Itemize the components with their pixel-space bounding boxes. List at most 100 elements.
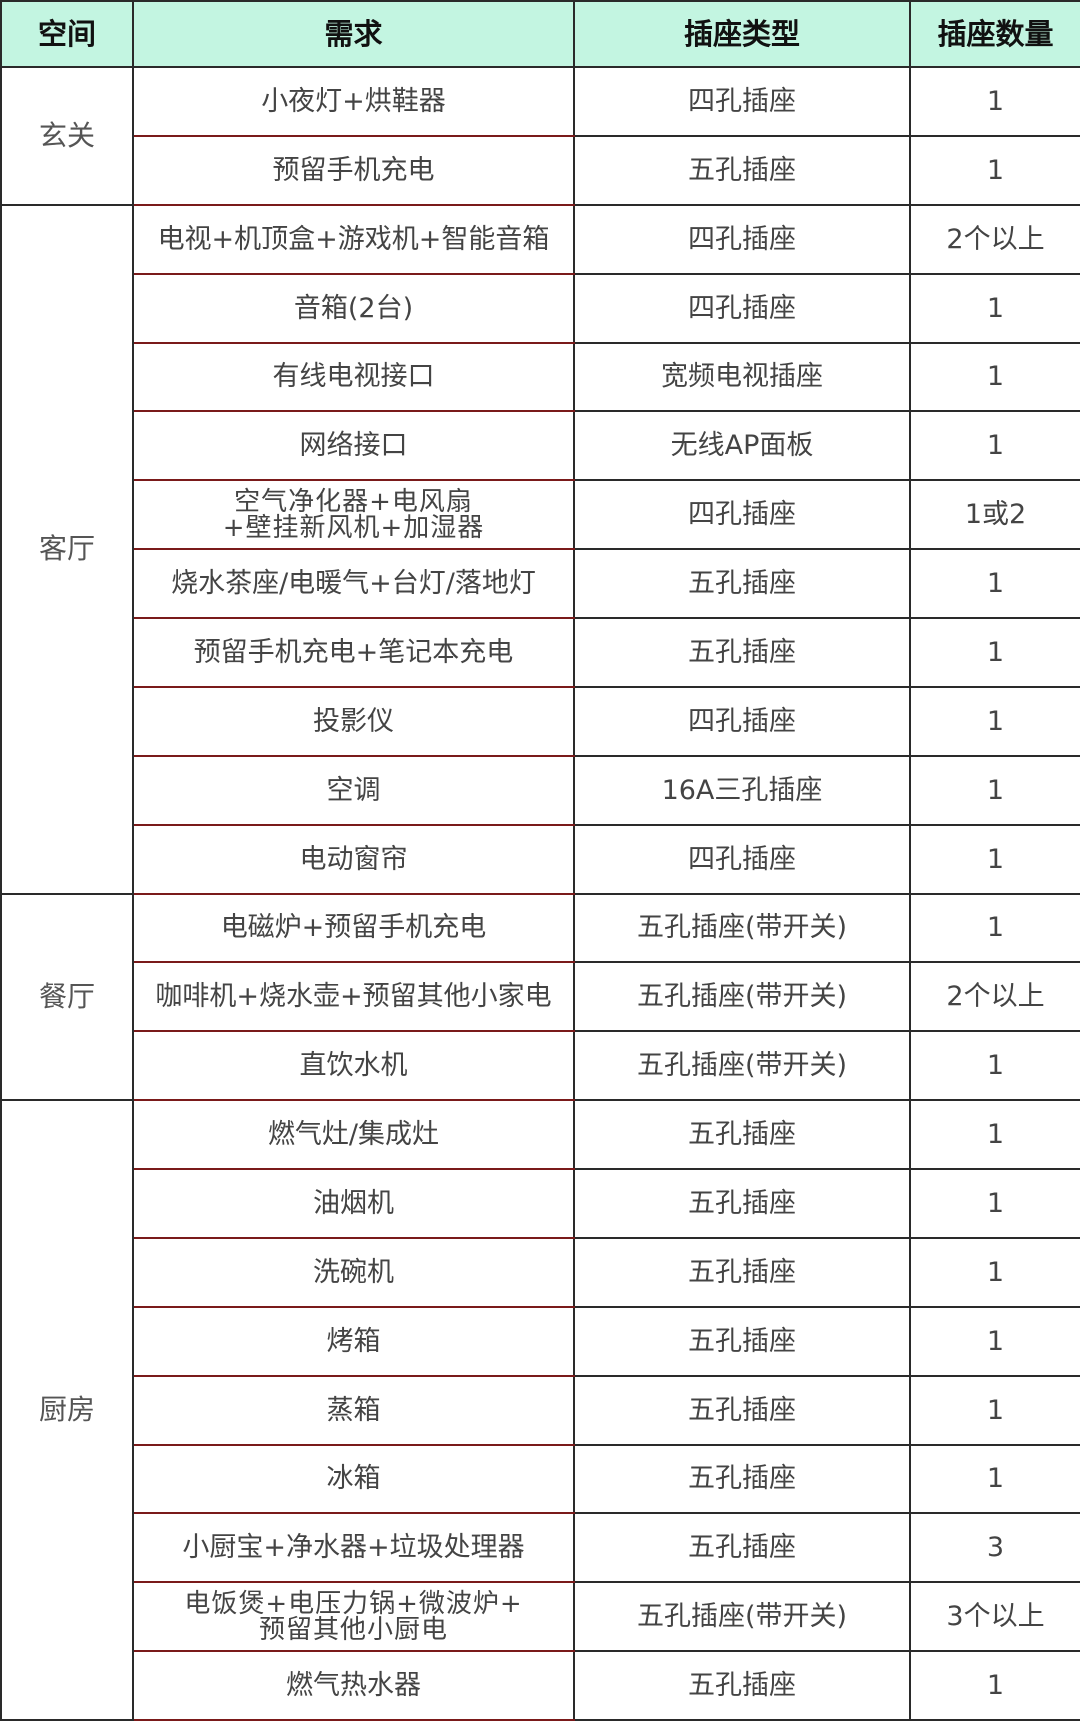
type-cell: 无线AP面板 [573,410,911,482]
type-cell: 五孔插座 [573,1099,911,1170]
type-cell: 四孔插座 [573,823,911,895]
type-cell: 五孔插座 [573,617,911,688]
table-row: 玄关 小夜灯+烘鞋器 四孔插座 1 [0,66,1080,206]
header-count: 插座数量 [909,0,1080,68]
type-cell: 宽频电视插座 [573,341,911,413]
count-cell: 1 [909,685,1080,757]
table-row: 预留手机充电+笔记本充电 五孔插座 1 [1,617,1080,688]
count-cell: 1 [909,410,1080,482]
table-row: 音箱(2台) 四孔插座 1 [1,272,1080,344]
type-cell: 16A三孔插座 [573,754,911,826]
count-cell: 1 [909,1168,1080,1239]
need-cell: 烤箱 [132,1305,575,1377]
count-cell: 1 [909,1030,1080,1102]
space-cell: 厨房 [0,1099,134,1721]
type-cell: 五孔插座 [573,548,911,619]
table-row: 有线电视接口 宽频电视插座 1 [1,341,1080,413]
table-row: 油烟机 五孔插座 1 [1,1168,1080,1239]
header-row: 空间 需求 插座类型 插座数量 [0,0,1080,68]
table-row: 烧水茶座/电暖气+台灯/落地灯 五孔插座 1 [1,548,1080,619]
count-cell: 1 [909,754,1080,826]
space-cell: 餐厅 [0,892,134,1102]
header-type: 插座类型 [573,0,911,68]
need-cell: 直饮水机 [132,1030,575,1102]
type-cell: 五孔插座 [573,1236,911,1308]
need-cell: 音箱(2台) [132,272,575,344]
type-cell: 四孔插座 [573,203,911,275]
need-cell: 洗碗机 [132,1236,575,1308]
table-row: 蒸箱 五孔插座 1 [1,1374,1080,1446]
type-cell: 五孔插座(带开关) [573,961,911,1033]
need-cell: 预留手机充电+笔记本充电 [132,617,575,688]
count-cell: 3 [909,1512,1080,1584]
need-cell: 电饭煲+电压力锅+微波炉+ 预留其他小厨电 [132,1581,575,1653]
need-cell: 空调 [132,754,575,826]
type-cell: 五孔插座(带开关) [573,1030,911,1102]
count-cell: 1 [909,548,1080,619]
type-cell: 四孔插座 [573,66,911,137]
type-cell: 四孔插座 [573,685,911,757]
header-need: 需求 [132,0,575,68]
count-cell: 1或2 [909,479,1080,551]
need-cell: 燃气热水器 [132,1650,575,1721]
type-cell: 五孔插座 [573,1512,911,1584]
need-cell: 油烟机 [132,1168,575,1239]
type-cell: 五孔插座 [573,1650,911,1721]
count-cell: 1 [909,1099,1080,1170]
table-row: 燃气热水器 五孔插座 1 [1,1650,1080,1721]
need-cell: 网络接口 [132,410,575,482]
table-row: 空调 16A三孔插座 1 [1,754,1080,826]
table-row: 电饭煲+电压力锅+微波炉+ 预留其他小厨电 五孔插座(带开关) 3个以上 [1,1581,1080,1653]
table-row: 网络接口 无线AP面板 1 [1,410,1080,482]
type-cell: 五孔插座(带开关) [573,1581,911,1653]
type-cell: 四孔插座 [573,272,911,344]
count-cell: 1 [909,1650,1080,1721]
need-cell: 咖啡机+烧水壶+预留其他小家电 [132,961,575,1033]
type-cell: 五孔插座 [573,1305,911,1377]
need-cell: 蒸箱 [132,1374,575,1446]
count-cell: 1 [909,617,1080,688]
type-cell: 四孔插座 [573,479,911,551]
need-cell: 电磁炉+预留手机充电 [132,892,575,964]
space-cell: 客厅 [0,203,134,895]
count-cell: 1 [909,1305,1080,1377]
table-row: 电动窗帘 四孔插座 1 [1,823,1080,895]
table-row: 小厨宝+净水器+垃圾处理器 五孔插座 3 [1,1512,1080,1584]
table-row: 预留手机充电 五孔插座 1 [1,134,1080,206]
count-cell: 1 [909,1236,1080,1308]
table-row: 客厅 电视+机顶盒+游戏机+智能音箱 四孔插座 2个以上 [0,203,1080,895]
need-cell: 烧水茶座/电暖气+台灯/落地灯 [132,548,575,619]
need-cell: 小厨宝+净水器+垃圾处理器 [132,1512,575,1584]
count-cell: 2个以上 [909,961,1080,1033]
type-cell: 五孔插座 [573,1374,911,1446]
need-cell: 冰箱 [132,1443,575,1515]
table-row: 餐厅 电磁炉+预留手机充电 五孔插座(带开关) 1 [0,892,1080,1102]
count-cell: 1 [909,1374,1080,1446]
table-row: 空气净化器+电风扇 +壁挂新风机+加湿器 四孔插座 1或2 [1,479,1080,551]
table-body: 玄关 小夜灯+烘鞋器 四孔插座 1 预留手机充电 五孔插座 1 客厅 电视+机顶盒+游戏机+智能… [0,66,1080,1721]
type-cell: 五孔插座(带开关) [573,892,911,964]
need-cell: 电动窗帘 [132,823,575,895]
table-row: 烤箱 五孔插座 1 [1,1305,1080,1377]
table-row: 冰箱 五孔插座 1 [1,1443,1080,1515]
space-cell: 玄关 [0,66,134,206]
table-row: 咖啡机+烧水壶+预留其他小家电 五孔插座(带开关) 2个以上 [1,961,1080,1033]
need-cell: 燃气灶/集成灶 [132,1099,575,1170]
need-cell: 电视+机顶盒+游戏机+智能音箱 [132,203,575,275]
count-cell: 3个以上 [909,1581,1080,1653]
count-cell: 1 [909,823,1080,895]
header-space: 空间 [0,0,134,68]
count-cell: 1 [909,66,1080,137]
need-cell: 投影仪 [132,685,575,757]
table-row: 洗碗机 五孔插座 1 [1,1236,1080,1308]
count-cell: 1 [909,1443,1080,1515]
count-cell: 1 [909,272,1080,344]
type-cell: 五孔插座 [573,134,911,206]
count-cell: 1 [909,892,1080,964]
need-cell: 预留手机充电 [132,134,575,206]
table-row: 直饮水机 五孔插座(带开关) 1 [1,1030,1080,1102]
table-row: 厨房 燃气灶/集成灶 五孔插座 1 [0,1099,1080,1721]
count-cell: 2个以上 [909,203,1080,275]
need-cell: 有线电视接口 [132,341,575,413]
